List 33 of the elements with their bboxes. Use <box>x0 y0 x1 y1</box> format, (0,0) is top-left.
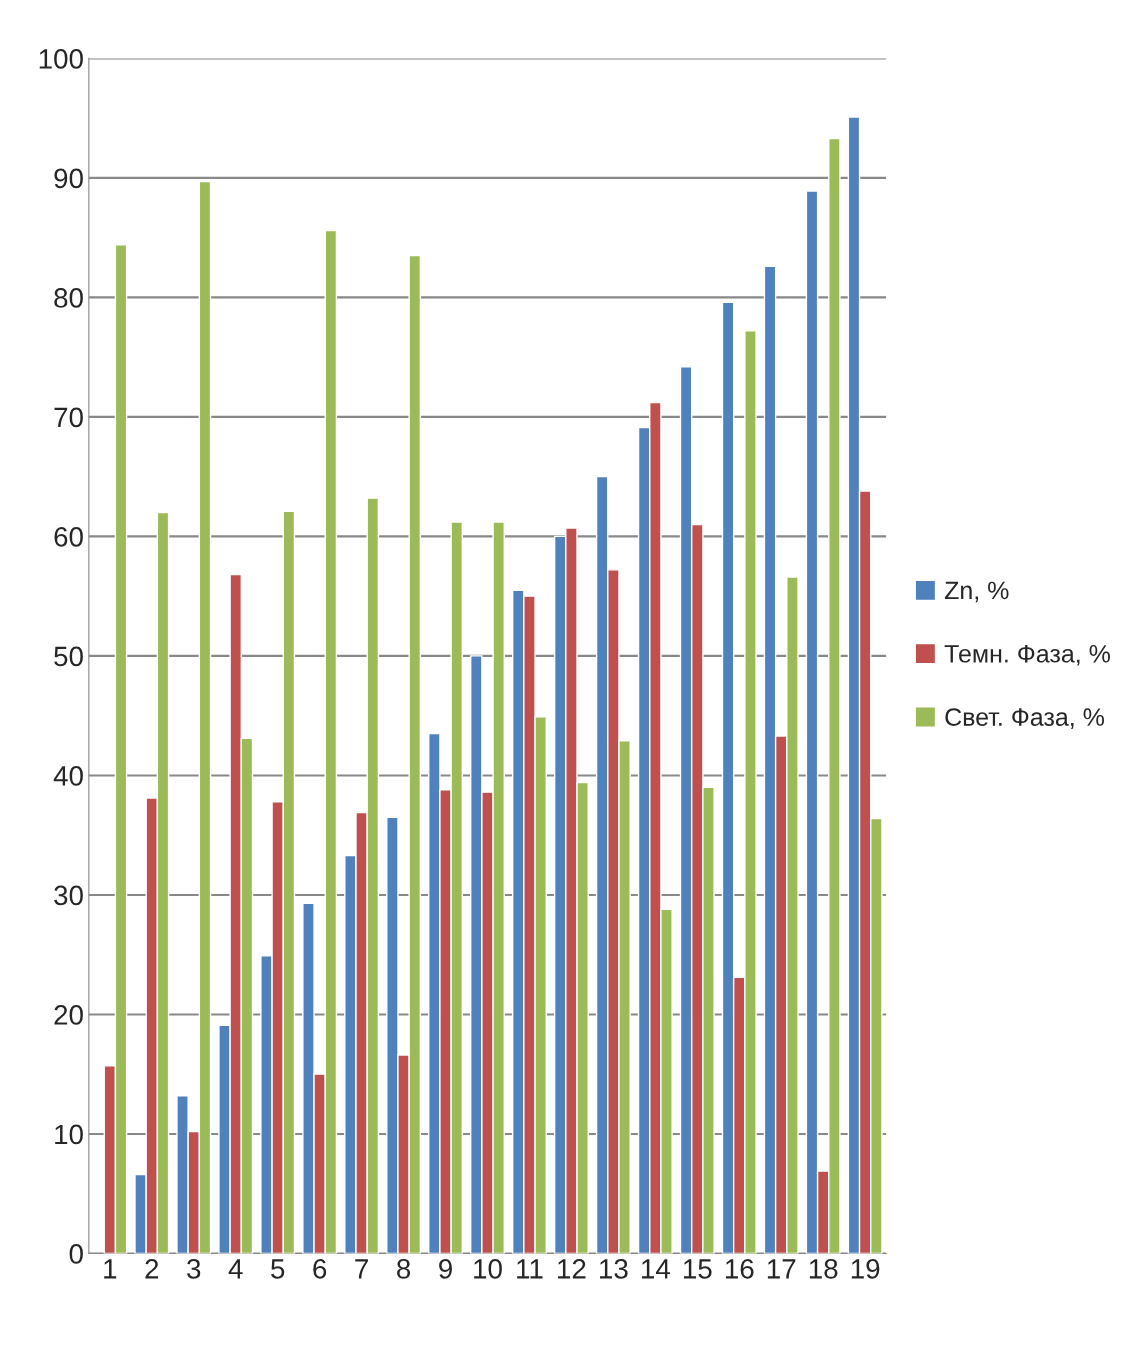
x-tick-label: 13 <box>600 1259 628 1279</box>
y-tick-label: 50 <box>54 646 83 667</box>
x-tick-label: 9 <box>439 1259 452 1279</box>
y-tick-label: 10 <box>55 1124 83 1145</box>
legend-label: Темн. Фаза, % <box>944 645 1110 666</box>
x-tick-label: 5 <box>271 1259 285 1279</box>
y-tick-label: 40 <box>53 766 83 786</box>
y-tick-label: 80 <box>54 288 83 308</box>
y-tick-label: 30 <box>54 885 83 906</box>
x-tick-label: 3 <box>187 1259 201 1279</box>
x-tick-label: 18 <box>809 1259 838 1279</box>
x-tick-label: 8 <box>397 1259 411 1279</box>
x-tick-label: 6 <box>313 1259 327 1279</box>
x-tick-label: 4 <box>228 1259 243 1279</box>
y-tick-label: 90 <box>54 168 83 189</box>
x-tick-label: 14 <box>642 1259 670 1279</box>
x-tick-label: 16 <box>725 1259 754 1279</box>
x-tick-label: 12 <box>558 1259 586 1279</box>
y-tick-label: 100 <box>39 49 83 69</box>
x-tick-label: 2 <box>145 1259 159 1279</box>
x-tick-label: 7 <box>355 1259 368 1279</box>
y-tick-label: 20 <box>54 1005 83 1025</box>
legend-label: Zn, % <box>944 581 1009 603</box>
x-tick-label: 1 <box>104 1259 117 1279</box>
y-tick-label: 70 <box>54 407 83 428</box>
x-tick-label: 19 <box>851 1259 880 1279</box>
x-tick-label: 15 <box>683 1259 712 1279</box>
legend-label: Свет. Фаза, % <box>945 708 1105 729</box>
y-tick-label: 60 <box>54 527 83 547</box>
x-tick-label: 10 <box>474 1259 502 1279</box>
x-tick-label: 17 <box>767 1259 796 1279</box>
x-tick-label: 11 <box>517 1259 543 1279</box>
y-tick-label: 0 <box>69 1244 83 1264</box>
